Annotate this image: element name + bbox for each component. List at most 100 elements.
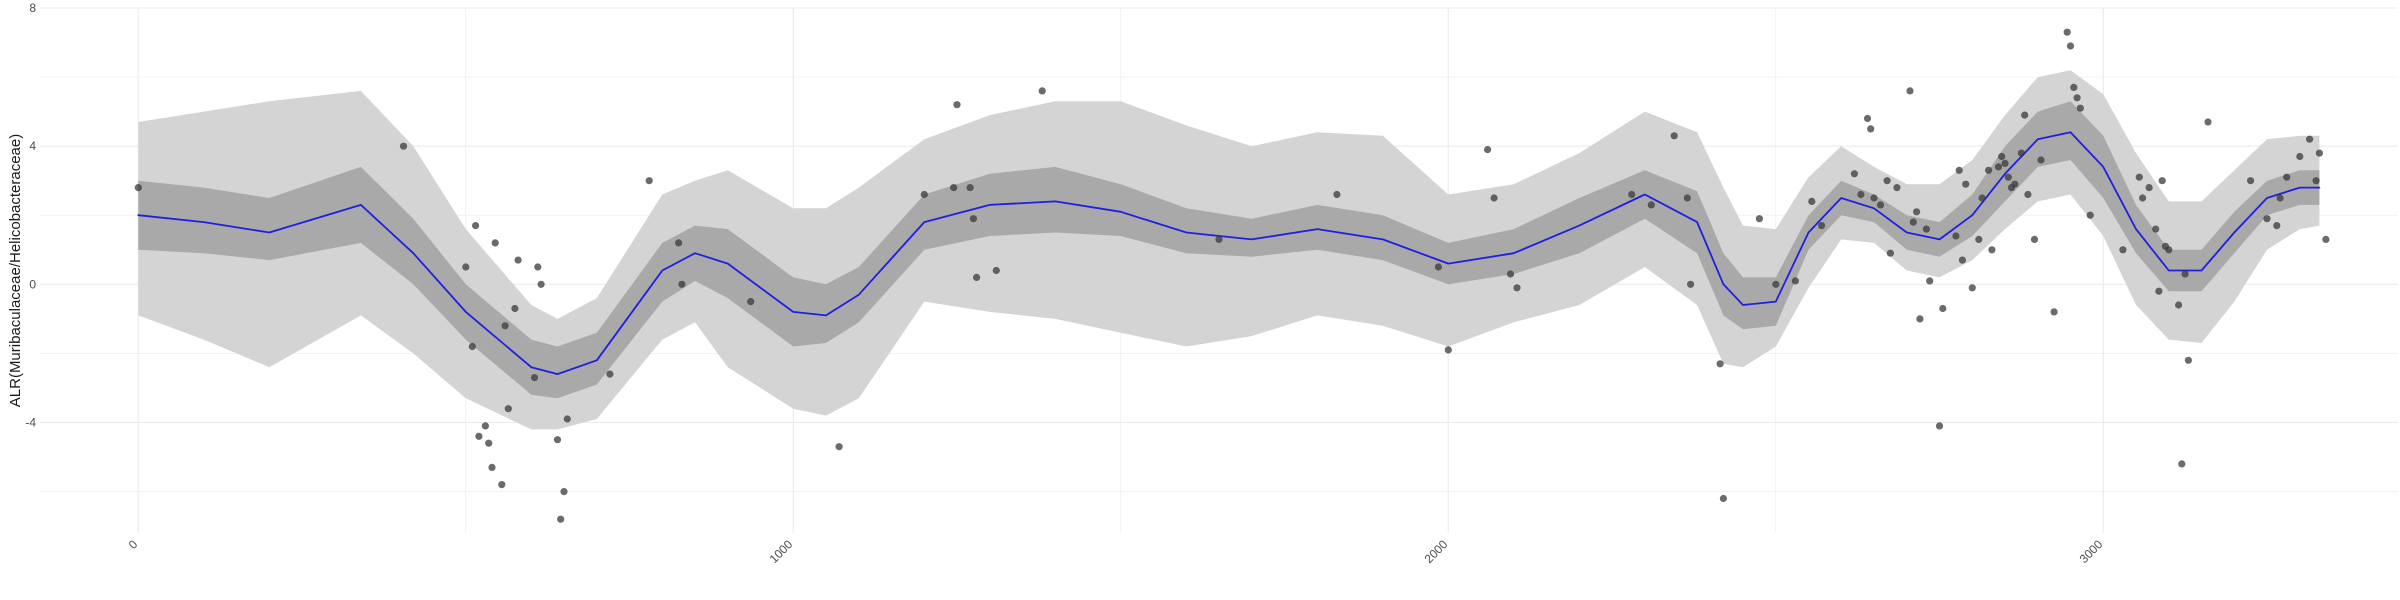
data-point bbox=[1958, 256, 1966, 264]
data-point bbox=[992, 266, 1000, 275]
data-point bbox=[1333, 190, 1341, 199]
data-point bbox=[1968, 284, 1976, 292]
data-point bbox=[504, 405, 512, 413]
data-point bbox=[2306, 135, 2314, 143]
data-point bbox=[462, 263, 470, 271]
data-point bbox=[1215, 235, 1223, 243]
data-point bbox=[560, 488, 568, 496]
data-point bbox=[2017, 149, 2025, 157]
data-point bbox=[399, 142, 408, 150]
data-point bbox=[1952, 232, 1960, 240]
data-points bbox=[134, 28, 2330, 523]
data-point bbox=[747, 298, 755, 306]
data-point bbox=[475, 432, 483, 440]
data-point bbox=[2086, 211, 2094, 219]
data-point bbox=[1909, 218, 1917, 226]
data-point bbox=[2145, 184, 2153, 192]
data-point bbox=[1978, 194, 1986, 202]
data-point bbox=[472, 222, 480, 230]
data-point bbox=[969, 215, 978, 223]
data-point bbox=[1926, 277, 1934, 285]
data-point bbox=[1975, 235, 1983, 243]
data-point bbox=[1913, 208, 1921, 216]
data-point bbox=[953, 101, 961, 109]
data-point bbox=[1857, 190, 1865, 199]
data-point bbox=[1988, 246, 1996, 254]
data-point bbox=[1998, 152, 2006, 161]
data-point bbox=[498, 481, 506, 489]
data-point bbox=[1876, 201, 1885, 209]
data-point bbox=[645, 177, 653, 185]
data-point bbox=[1755, 215, 1763, 223]
data-point bbox=[920, 190, 928, 199]
data-point bbox=[1962, 180, 1970, 188]
data-point bbox=[1893, 184, 1901, 192]
data-point bbox=[1038, 87, 1046, 95]
x-tick-label: 1000 bbox=[767, 537, 796, 566]
data-point bbox=[563, 415, 571, 423]
data-point bbox=[1870, 194, 1878, 202]
data-point bbox=[2011, 180, 2019, 188]
data-point bbox=[2276, 194, 2284, 202]
data-point bbox=[2063, 28, 2071, 36]
x-tick-label: 3000 bbox=[2077, 537, 2106, 566]
data-point bbox=[485, 439, 493, 447]
y-tick-label: 8 bbox=[29, 1, 36, 15]
data-point bbox=[2178, 460, 2186, 468]
data-point bbox=[1939, 304, 1947, 313]
data-point bbox=[2037, 156, 2045, 164]
data-point bbox=[950, 184, 958, 192]
data-point bbox=[553, 436, 562, 444]
data-point bbox=[835, 443, 843, 451]
data-point bbox=[1916, 315, 1924, 323]
data-point bbox=[2273, 222, 2281, 230]
data-point bbox=[966, 184, 974, 192]
data-point bbox=[1863, 114, 1872, 123]
y-tick-label: 0 bbox=[29, 277, 36, 291]
y-axis-title: ALR(Muribaculaceae/Helicobacteraceae) bbox=[7, 134, 24, 407]
data-point bbox=[1886, 249, 1894, 257]
data-point bbox=[2024, 190, 2032, 199]
data-point bbox=[2135, 173, 2143, 181]
data-point bbox=[1922, 225, 1930, 233]
data-point bbox=[1906, 87, 1914, 95]
data-point bbox=[973, 273, 981, 281]
data-point bbox=[1883, 177, 1891, 185]
data-point bbox=[1434, 263, 1442, 271]
data-point bbox=[1719, 494, 1727, 503]
data-point bbox=[2322, 235, 2330, 243]
y-tick-label: -4 bbox=[25, 415, 36, 429]
data-point bbox=[1683, 194, 1691, 202]
data-point bbox=[514, 256, 522, 264]
data-point bbox=[2066, 42, 2075, 50]
data-point bbox=[1850, 170, 1858, 178]
data-point bbox=[2030, 235, 2039, 243]
confidence-bands bbox=[138, 70, 2320, 430]
data-point bbox=[501, 322, 509, 330]
data-point bbox=[2312, 177, 2320, 185]
data-point bbox=[2283, 173, 2291, 181]
data-point bbox=[1791, 277, 1799, 285]
data-point bbox=[1444, 346, 1452, 354]
trend-line bbox=[137, 131, 2321, 375]
data-point bbox=[1867, 125, 1875, 133]
data-point bbox=[2070, 83, 2078, 91]
data-point bbox=[1513, 284, 1521, 292]
data-point bbox=[1628, 190, 1636, 199]
data-point bbox=[2158, 177, 2166, 185]
data-point bbox=[1484, 146, 1492, 154]
data-point bbox=[675, 239, 683, 247]
data-point bbox=[530, 374, 539, 382]
data-point bbox=[2073, 94, 2081, 102]
data-point bbox=[1506, 270, 1515, 278]
data-point bbox=[1808, 197, 1816, 205]
data-point bbox=[2050, 308, 2058, 316]
data-point bbox=[1955, 166, 1963, 174]
y-tick-label: 4 bbox=[29, 139, 36, 153]
data-point bbox=[557, 515, 565, 523]
data-point bbox=[2004, 173, 2012, 181]
data-point bbox=[468, 342, 476, 351]
data-point bbox=[1994, 163, 2003, 171]
data-point bbox=[2139, 194, 2147, 202]
